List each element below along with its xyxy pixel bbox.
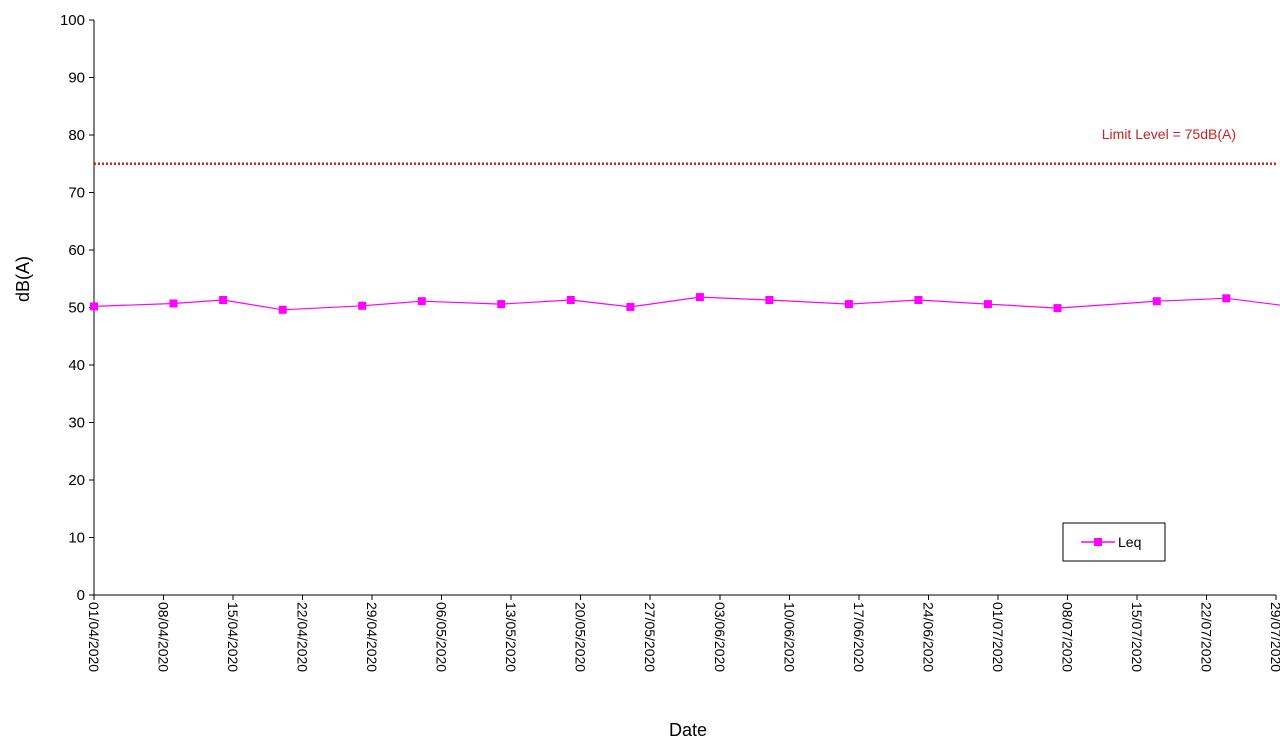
data-point-marker [1152, 297, 1161, 306]
y-tick-label: 70 [68, 185, 85, 202]
y-tick-label: 50 [68, 300, 85, 317]
x-tick-label: 22/07/2020 [1198, 602, 1214, 672]
data-point-marker [219, 296, 228, 304]
data-point-marker [358, 301, 367, 310]
data-point-marker [169, 299, 178, 308]
x-tick-label: 15/07/2020 [1129, 602, 1145, 672]
series-group [90, 293, 1280, 314]
x-tick-label: 08/07/2020 [1059, 602, 1075, 672]
x-tick-label: 24/06/2020 [920, 602, 936, 672]
limit-line-group: Limit Level = 75dB(A) [94, 126, 1276, 165]
y-tick-label: 10 [68, 530, 85, 547]
y-tick-label: 80 [68, 127, 85, 144]
y-tick-label: 100 [60, 12, 85, 29]
data-point-marker [90, 302, 98, 311]
y-axis-title: dB(A) [13, 256, 33, 302]
x-tick-label: 01/07/2020 [990, 602, 1006, 672]
x-tick-label: 03/06/2020 [712, 602, 728, 672]
data-point-marker [497, 300, 506, 309]
limit-level-label: Limit Level = 75dB(A) [1102, 126, 1236, 142]
data-point-marker [417, 297, 426, 306]
data-point-marker [278, 305, 287, 314]
series-line-leq [93, 296, 1280, 311]
x-tick-label: 29/07/2020 [1268, 602, 1280, 672]
y-tick-label: 40 [68, 357, 85, 374]
data-point-marker [695, 293, 704, 302]
data-point-marker [626, 302, 635, 311]
y-tick-label: 30 [68, 415, 85, 432]
data-point-marker [1222, 294, 1231, 303]
data-point-marker [914, 296, 923, 304]
x-axis-title: Date [669, 720, 707, 740]
x-tick-label: 06/05/2020 [434, 602, 450, 672]
x-tick-label: 17/06/2020 [851, 602, 867, 672]
y-axis: 0 10 20 30 40 50 60 70 80 90 100 [60, 12, 95, 604]
x-tick-label: 27/05/2020 [642, 602, 658, 672]
x-tick-label: 15/04/2020 [225, 602, 241, 672]
x-tick-label: 10/06/2020 [781, 602, 797, 672]
y-tick-label: 0 [77, 587, 85, 604]
x-tick-label: 13/05/2020 [503, 602, 519, 672]
legend-marker-icon [1094, 538, 1102, 546]
x-tick-label: 22/04/2020 [295, 602, 311, 672]
x-tick-label: 29/04/2020 [364, 602, 380, 672]
x-tick-label: 01/04/2020 [86, 602, 102, 672]
data-point-marker [765, 296, 774, 304]
data-point-marker [1053, 304, 1062, 313]
x-axis: 01/04/2020 08/04/2020 15/04/2020 22/04/2020… [86, 594, 1280, 672]
x-tick-label: 20/05/2020 [573, 602, 589, 672]
legend: Leq [1062, 522, 1166, 562]
x-tick-label: 08/04/2020 [156, 602, 172, 672]
y-tick-label: 20 [68, 472, 85, 489]
data-point-marker [566, 296, 575, 304]
y-tick-label: 60 [68, 242, 85, 259]
y-tick-label: 90 [68, 70, 85, 87]
legend-entry-leq: Leq [1118, 534, 1141, 550]
data-point-marker [844, 300, 853, 309]
data-point-marker [983, 300, 992, 309]
